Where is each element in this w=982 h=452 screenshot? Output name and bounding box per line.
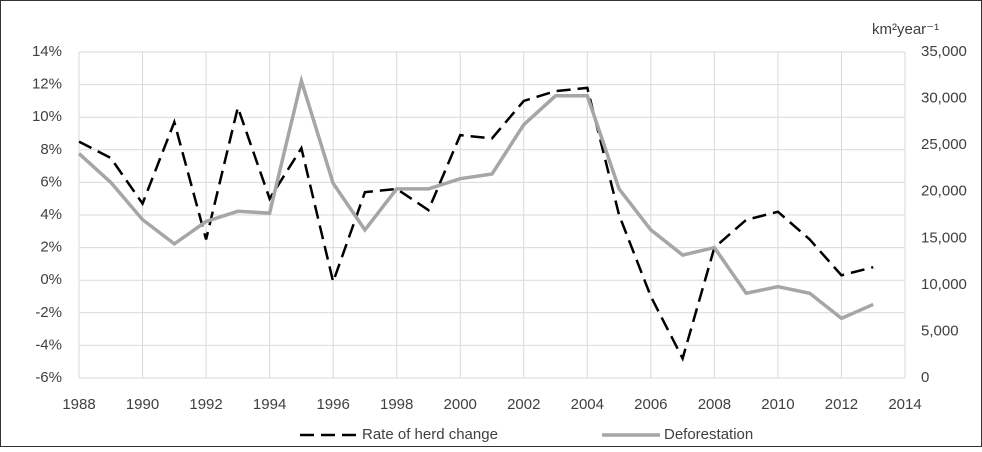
x-tick-label: 2002 [507, 396, 540, 413]
series-line [78, 86, 874, 362]
y-tick-label: 10% [32, 108, 62, 125]
x-tick-label: 2006 [634, 396, 667, 413]
y-tick-label: 4% [40, 206, 62, 223]
x-tick-label: 1988 [62, 396, 95, 413]
y2-tick-label: 15,000 [921, 229, 967, 246]
y-tick-label: -4% [35, 336, 62, 353]
x-tick-label: 2012 [825, 396, 858, 413]
y2-tick-label: 5,000 [921, 322, 959, 339]
y-tick-label: -6% [35, 369, 62, 386]
x-tick-label: 1994 [253, 396, 286, 413]
y2-tick-label: 25,000 [921, 136, 967, 153]
y-tick-label: 14% [32, 43, 62, 60]
y2-tick-label: 30,000 [921, 90, 967, 107]
y-tick-label: 2% [40, 239, 62, 256]
y-tick-label: 0% [40, 271, 62, 288]
y2-tick-label: 20,000 [921, 183, 967, 200]
x-tick-label: 2008 [698, 396, 731, 413]
y2-tick-label: 0 [921, 369, 929, 386]
x-tick-label: 2014 [888, 396, 921, 413]
x-tick-label: 1996 [316, 396, 349, 413]
y-tick-label: 6% [40, 173, 62, 190]
x-tick-label: 1992 [189, 396, 222, 413]
series-line [77, 74, 874, 321]
x-tick-label: 2010 [761, 396, 794, 413]
y-tick-label: 8% [40, 141, 62, 158]
y2-tick-label: 35,000 [921, 43, 967, 60]
x-tick-label: 2004 [571, 396, 604, 413]
x-tick-label: 2000 [444, 396, 477, 413]
legend-label: Rate of herd change [362, 426, 498, 443]
y2-tick-label: 10,000 [921, 276, 967, 293]
y-tick-label: -2% [35, 304, 62, 321]
y2-axis-label: km²year⁻¹ [872, 21, 939, 38]
x-tick-label: 1998 [380, 396, 413, 413]
legend-label: Deforestation [664, 426, 753, 443]
x-tick-label: 1990 [126, 396, 159, 413]
y-tick-label: 12% [32, 76, 62, 93]
